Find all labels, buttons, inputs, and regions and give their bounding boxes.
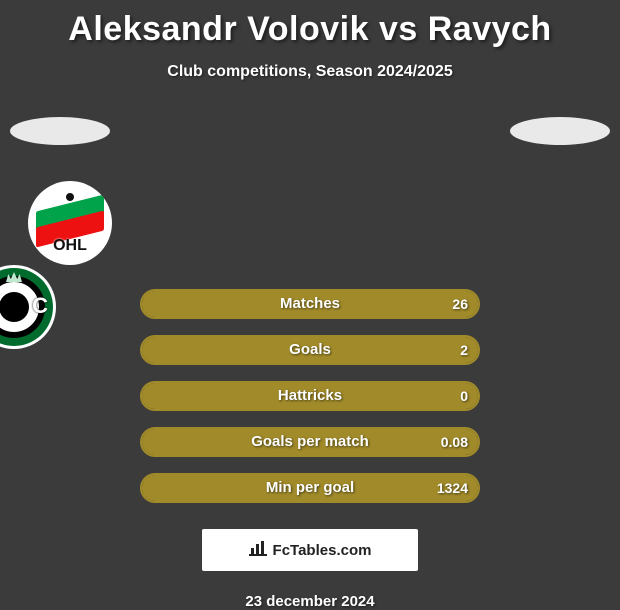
club-badge-left: OHL bbox=[28, 181, 112, 265]
stat-label: Goals per match bbox=[142, 429, 478, 455]
comparison-panel: OHL C Matches26 Goals2 Hattricks0 Goals per… bbox=[0, 121, 620, 503]
stat-value-right: 26 bbox=[452, 291, 468, 317]
stat-label: Matches bbox=[142, 291, 478, 317]
stat-bars: Matches26 Goals2 Hattricks0 Goals per match… bbox=[140, 289, 480, 503]
club-badge-right: C bbox=[0, 265, 56, 349]
page-title: Aleksandr Volovik vs Ravych bbox=[0, 10, 620, 49]
stat-value-right: 1324 bbox=[437, 475, 468, 501]
player-avatar-right bbox=[510, 117, 610, 145]
stat-bar: Goals per match0.08 bbox=[140, 427, 480, 457]
player-avatar-left bbox=[10, 117, 110, 145]
stat-bar: Hattricks0 bbox=[140, 381, 480, 411]
stat-bar: Goals2 bbox=[140, 335, 480, 365]
stat-value-right: 0 bbox=[460, 383, 468, 409]
stat-value-right: 0.08 bbox=[441, 429, 468, 455]
stat-label: Hattricks bbox=[142, 383, 478, 409]
stat-bar: Min per goal1324 bbox=[140, 473, 480, 503]
footer-brand-box: FcTables.com bbox=[202, 529, 418, 571]
stat-bar: Matches26 bbox=[140, 289, 480, 319]
bar-chart-icon bbox=[249, 540, 267, 560]
stat-label: Min per goal bbox=[142, 475, 478, 501]
stat-value-right: 2 bbox=[460, 337, 468, 363]
page-subtitle: Club competitions, Season 2024/2025 bbox=[0, 63, 620, 81]
footer-brand-text: FcTables.com bbox=[273, 542, 372, 559]
stat-label: Goals bbox=[142, 337, 478, 363]
snapshot-date: 23 december 2024 bbox=[0, 593, 620, 610]
